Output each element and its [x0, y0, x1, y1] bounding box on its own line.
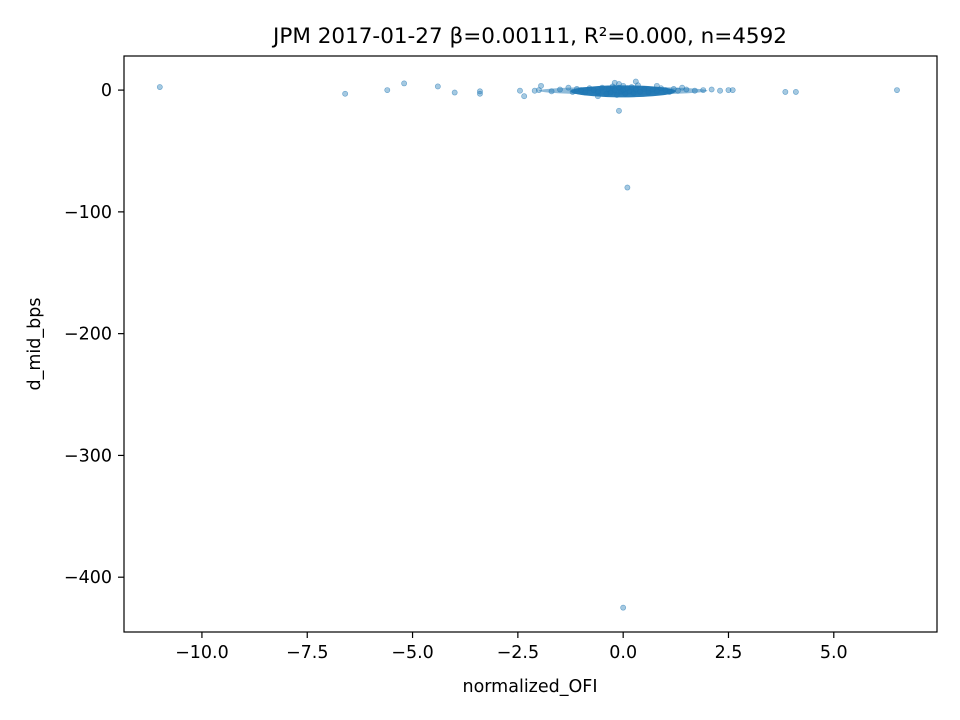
scatter-point [517, 87, 523, 94]
scatter-point [782, 89, 789, 95]
scatter-point [548, 88, 555, 95]
x-tick-label: 0.0 [609, 643, 637, 663]
scatter-point [521, 93, 528, 100]
scatter-point [384, 87, 391, 93]
scatter-point [894, 87, 900, 93]
scatter-point [569, 89, 576, 95]
scatter-point [582, 89, 589, 96]
scatter-point [595, 89, 601, 95]
x-tick-label: −2.5 [497, 643, 540, 663]
scatter-point [624, 184, 631, 191]
scatter-point [632, 78, 639, 85]
y-tick-label: −400 [64, 568, 112, 588]
chart-title: JPM 2017-01-27 β=0.00111, R²=0.000, n=45… [271, 24, 787, 49]
scatter-point [616, 107, 622, 114]
x-tick-label: −7.5 [286, 643, 329, 663]
scatter-point [342, 90, 349, 97]
scatter-point [531, 87, 538, 94]
scatter-point [401, 80, 408, 87]
y-tick-label: 0 [101, 81, 112, 101]
scatter-point [679, 84, 686, 91]
scatter-point [616, 81, 622, 87]
scatter-point [645, 89, 652, 96]
scatter-point [653, 82, 660, 89]
x-axis-ticks: −10.0 −7.5 −5.0 −2.5 0.0 2.5 5.0 [175, 632, 848, 663]
scatter-point [477, 90, 483, 97]
scatter-point [691, 87, 698, 94]
scatter-point [578, 87, 584, 93]
scatter-point [595, 93, 601, 100]
scatter-point [725, 87, 732, 93]
scatter-point [156, 84, 163, 90]
scatter-point [557, 86, 563, 93]
scatter-point [611, 79, 618, 86]
x-axis-label: normalized_OFI [463, 677, 598, 697]
scatter-point [622, 90, 629, 97]
scatter-point [637, 89, 643, 95]
scatter-point [708, 86, 715, 93]
y-tick-label: −100 [64, 203, 112, 223]
scatter-point [590, 87, 597, 93]
scatter-point [599, 84, 606, 91]
scatter-point [675, 87, 681, 94]
scatter-point [641, 85, 648, 92]
scatter-point [628, 84, 635, 90]
scatter-point [792, 89, 799, 95]
scatter-point [451, 89, 458, 96]
data-points [156, 78, 900, 611]
scatter-point [613, 92, 620, 98]
scatter-point [573, 85, 580, 92]
scatter-point [666, 89, 673, 95]
scatter-point [434, 83, 441, 90]
scatter-point [624, 85, 631, 92]
y-axis-label: d_mid_bps [25, 298, 45, 391]
x-tick-label: −10.0 [175, 643, 229, 663]
y-tick-label: −200 [64, 325, 112, 345]
scatter-point [717, 87, 723, 94]
scatter-point [700, 87, 707, 93]
scatter-point [729, 87, 736, 93]
scatter-point [603, 90, 610, 97]
y-tick-label: −300 [64, 446, 112, 466]
scatter-point [538, 82, 544, 89]
scatter-point [611, 87, 618, 93]
scatter-point [620, 604, 627, 611]
scatter-point [607, 89, 614, 96]
scatter-point [662, 87, 669, 93]
plot-area-frame [123, 55, 938, 633]
x-tick-label: −5.0 [391, 643, 434, 663]
x-tick-label: 5.0 [820, 643, 848, 663]
scatter-point [565, 84, 572, 91]
x-tick-label: 2.5 [715, 643, 743, 663]
y-axis-ticks: 0 −100 −200 −300 −400 [64, 81, 124, 588]
